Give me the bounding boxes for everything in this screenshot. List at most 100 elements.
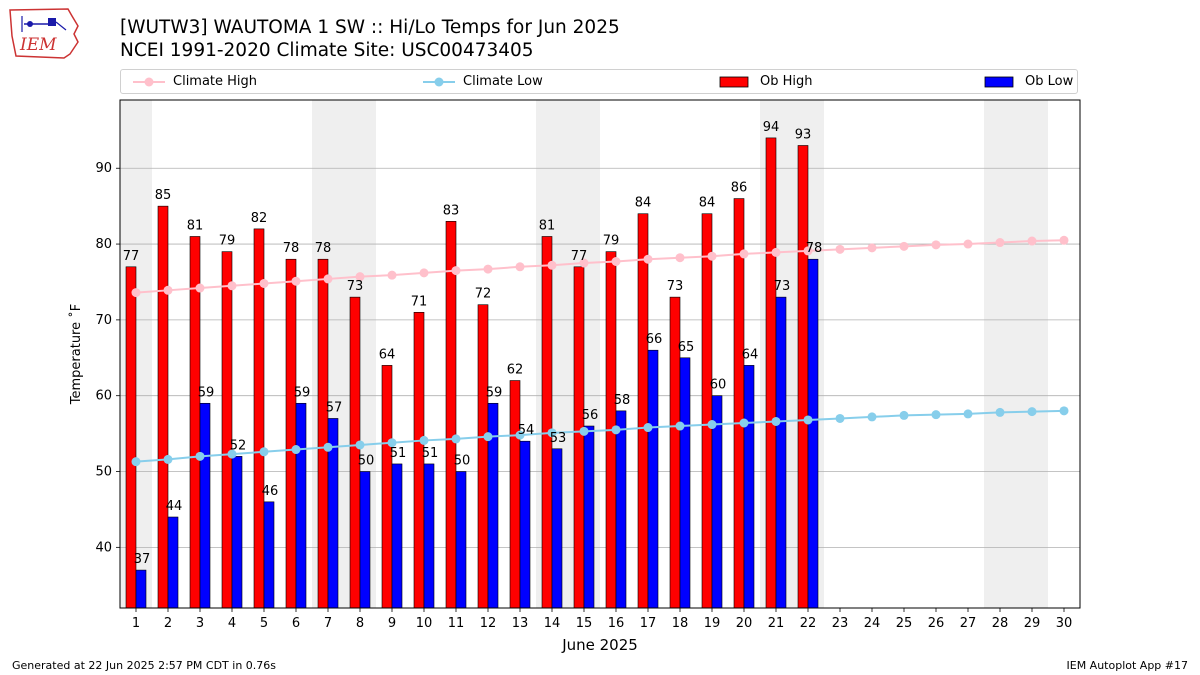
x-tick-label: 4 bbox=[228, 616, 236, 631]
ob-high-label: 64 bbox=[379, 347, 396, 362]
x-tick-label: 16 bbox=[608, 616, 625, 631]
ob-high-label: 78 bbox=[283, 241, 300, 256]
x-tick-label: 10 bbox=[416, 616, 433, 631]
ob-high-bar bbox=[221, 251, 233, 609]
ob-high-label: 84 bbox=[635, 196, 652, 211]
climate-high-point bbox=[611, 256, 621, 266]
climate-high-point bbox=[259, 278, 269, 288]
ob-high-bar bbox=[477, 304, 489, 609]
x-tick-label: 26 bbox=[928, 616, 945, 631]
climate-high-point bbox=[835, 244, 845, 254]
ob-high-bar bbox=[573, 266, 585, 609]
ob-low-bar bbox=[519, 440, 531, 609]
ob-low-label: 59 bbox=[486, 385, 503, 400]
x-tick-label: 25 bbox=[896, 616, 913, 631]
ob-low-bar bbox=[391, 463, 403, 609]
footer-generated: Generated at 22 Jun 2025 2:57 PM CDT in … bbox=[12, 659, 277, 672]
ob-high-label: 79 bbox=[219, 234, 236, 249]
climate-high-point bbox=[1059, 235, 1069, 245]
legend-label-climate-high: Climate High bbox=[173, 74, 258, 89]
ob-low-bar bbox=[743, 365, 755, 609]
weekend-band bbox=[1016, 100, 1048, 608]
ob-low-label: 73 bbox=[774, 279, 791, 294]
climate-high-point bbox=[451, 266, 461, 276]
climate-low-line bbox=[135, 409, 1065, 463]
ob-low-bar bbox=[647, 349, 659, 609]
climate-high-point bbox=[547, 260, 557, 270]
ob-high-label: 81 bbox=[187, 218, 204, 233]
climate-high-point bbox=[707, 251, 717, 261]
ob-high-bar bbox=[189, 236, 201, 609]
weekend-band bbox=[344, 100, 376, 608]
x-tick-label: 21 bbox=[768, 616, 785, 631]
x-tick-label: 6 bbox=[292, 616, 300, 631]
climate-high-point bbox=[419, 268, 429, 278]
ob-high-bar bbox=[413, 311, 425, 609]
y-tick-label: 90 bbox=[95, 161, 112, 176]
ob-high-label: 77 bbox=[123, 249, 140, 264]
ob-high-bar bbox=[125, 266, 137, 609]
ob-low-bar bbox=[615, 410, 627, 609]
ob-low-label: 50 bbox=[358, 454, 375, 469]
climate-low-point bbox=[803, 415, 813, 425]
x-tick-label: 5 bbox=[260, 616, 268, 631]
ob-low-label: 59 bbox=[198, 385, 215, 400]
iem-logo: IEM bbox=[9, 8, 79, 59]
ob-low-bar bbox=[231, 456, 243, 609]
plot-frame bbox=[119, 99, 1081, 609]
x-tick-label: 20 bbox=[736, 616, 753, 631]
x-tick-label: 14 bbox=[544, 616, 561, 631]
ob-low-bar bbox=[359, 471, 371, 609]
climate-low-point bbox=[707, 420, 717, 430]
ob-low-label: 44 bbox=[166, 499, 183, 514]
ob-low-label: 46 bbox=[262, 484, 279, 499]
x-tick-label: 13 bbox=[512, 616, 529, 631]
climate-low-point bbox=[995, 407, 1005, 417]
climate-low-point bbox=[323, 442, 333, 452]
climate-low-point bbox=[387, 438, 397, 448]
ob-low-label: 53 bbox=[550, 431, 567, 446]
ob-high-bar bbox=[765, 137, 777, 609]
ob-low-bar bbox=[487, 402, 499, 609]
climate-high-point bbox=[995, 238, 1005, 248]
ob-high-bar bbox=[637, 213, 649, 609]
x-tick-label: 19 bbox=[704, 616, 721, 631]
ob-low-bar bbox=[455, 471, 467, 609]
climate-low-point bbox=[547, 428, 557, 438]
weekend-band bbox=[792, 100, 824, 608]
ob-high-bar bbox=[733, 198, 745, 609]
ob-high-label: 84 bbox=[699, 196, 716, 211]
y-tick-label: 70 bbox=[95, 313, 112, 328]
ob-high-label: 86 bbox=[731, 181, 748, 196]
chart-subtitle: NCEI 1991-2020 Climate Site: USC00473405 bbox=[120, 40, 534, 61]
climate-high-point bbox=[963, 239, 973, 249]
climate-low-point bbox=[483, 432, 493, 442]
climate-low-point bbox=[227, 449, 237, 459]
x-tick-label: 1 bbox=[132, 616, 140, 631]
ob-low-label: 51 bbox=[390, 446, 407, 461]
climate-high-point bbox=[195, 283, 205, 293]
y-tick-label: 60 bbox=[95, 389, 112, 404]
ob-low-bar bbox=[551, 448, 563, 609]
ob-low-label: 66 bbox=[646, 332, 663, 347]
logo-text: IEM bbox=[19, 35, 57, 55]
ob-low-label: 56 bbox=[582, 408, 599, 423]
ob-low-label: 54 bbox=[518, 423, 535, 438]
y-axis-label: Temperature ˚F bbox=[68, 304, 84, 405]
climate-high-point bbox=[771, 247, 781, 257]
climate-low-point bbox=[611, 425, 621, 435]
x-tick-label: 9 bbox=[388, 616, 396, 631]
climate-high-point bbox=[643, 254, 653, 264]
climate-low-point bbox=[163, 454, 173, 464]
climate-low-point bbox=[899, 410, 909, 420]
weekend-band bbox=[120, 100, 152, 608]
ob-low-label: 51 bbox=[422, 446, 439, 461]
ob-low-bar bbox=[679, 357, 691, 609]
ob-high-label: 81 bbox=[539, 218, 556, 233]
ob-high-label: 94 bbox=[763, 120, 780, 135]
ob-high-label: 93 bbox=[795, 127, 812, 142]
ob-low-bar bbox=[807, 258, 819, 609]
climate-high-point bbox=[1027, 236, 1037, 246]
ob-low-bar bbox=[423, 463, 435, 609]
